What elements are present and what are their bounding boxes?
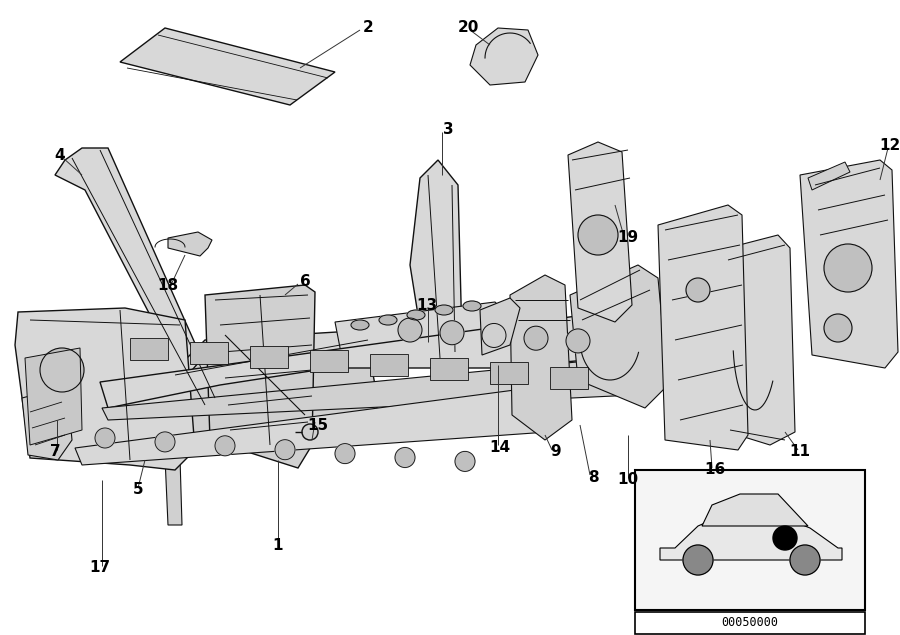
Text: 00050000: 00050000 xyxy=(722,617,778,629)
Text: 19: 19 xyxy=(617,231,639,246)
Polygon shape xyxy=(168,232,212,256)
Polygon shape xyxy=(22,388,72,460)
Ellipse shape xyxy=(435,305,453,315)
Polygon shape xyxy=(162,330,380,390)
Ellipse shape xyxy=(379,315,397,325)
Text: 4: 4 xyxy=(55,147,66,163)
Circle shape xyxy=(395,448,415,467)
Polygon shape xyxy=(470,28,538,85)
Polygon shape xyxy=(335,302,505,358)
Text: 18: 18 xyxy=(158,277,178,293)
Circle shape xyxy=(95,428,115,448)
Circle shape xyxy=(275,439,295,460)
Bar xyxy=(635,470,865,610)
Polygon shape xyxy=(800,160,898,368)
Polygon shape xyxy=(102,358,645,420)
Circle shape xyxy=(824,314,852,342)
Circle shape xyxy=(566,329,590,353)
Circle shape xyxy=(773,526,797,550)
Polygon shape xyxy=(15,308,195,470)
Text: 8: 8 xyxy=(588,471,598,486)
Polygon shape xyxy=(310,351,348,372)
Polygon shape xyxy=(720,235,795,445)
Polygon shape xyxy=(490,363,528,384)
Polygon shape xyxy=(658,205,748,450)
Circle shape xyxy=(824,244,872,292)
Circle shape xyxy=(215,436,235,456)
Polygon shape xyxy=(702,494,808,526)
Text: 5: 5 xyxy=(132,483,143,497)
Circle shape xyxy=(440,321,464,345)
Polygon shape xyxy=(25,348,82,445)
Polygon shape xyxy=(568,142,632,322)
Bar xyxy=(635,612,865,634)
Ellipse shape xyxy=(463,301,481,311)
Polygon shape xyxy=(370,354,408,377)
Polygon shape xyxy=(130,338,168,360)
Polygon shape xyxy=(205,285,315,468)
Text: 17: 17 xyxy=(89,561,111,575)
Text: 1: 1 xyxy=(273,537,284,552)
Text: 6: 6 xyxy=(300,274,310,290)
Circle shape xyxy=(683,545,713,575)
Text: 14: 14 xyxy=(490,441,510,455)
Polygon shape xyxy=(550,366,588,389)
Text: 20: 20 xyxy=(457,20,479,36)
Polygon shape xyxy=(162,390,182,525)
Text: 9: 9 xyxy=(551,444,562,460)
Polygon shape xyxy=(430,358,468,380)
Circle shape xyxy=(455,451,475,471)
Text: 3: 3 xyxy=(443,123,454,138)
Circle shape xyxy=(40,348,84,392)
Circle shape xyxy=(686,278,710,302)
Circle shape xyxy=(790,545,820,575)
Polygon shape xyxy=(510,275,572,440)
Circle shape xyxy=(482,323,506,347)
Ellipse shape xyxy=(351,320,369,330)
Polygon shape xyxy=(660,512,842,560)
Polygon shape xyxy=(250,346,288,368)
Circle shape xyxy=(302,424,318,440)
Text: 13: 13 xyxy=(417,298,437,312)
Circle shape xyxy=(335,444,355,464)
Polygon shape xyxy=(120,28,335,105)
Text: 7: 7 xyxy=(50,444,60,460)
Text: 12: 12 xyxy=(879,138,900,152)
Circle shape xyxy=(578,215,618,255)
Circle shape xyxy=(398,318,422,342)
Polygon shape xyxy=(808,162,850,190)
Text: 2: 2 xyxy=(363,20,374,36)
Circle shape xyxy=(524,326,548,350)
Polygon shape xyxy=(100,310,648,408)
Text: 10: 10 xyxy=(617,472,639,488)
Polygon shape xyxy=(410,160,462,360)
Text: 11: 11 xyxy=(789,444,811,460)
Circle shape xyxy=(155,432,175,452)
Ellipse shape xyxy=(407,310,425,320)
Polygon shape xyxy=(190,342,228,364)
Text: 16: 16 xyxy=(705,462,725,478)
Polygon shape xyxy=(55,148,218,415)
Polygon shape xyxy=(480,298,520,355)
Polygon shape xyxy=(160,340,392,435)
Polygon shape xyxy=(570,265,668,408)
Polygon shape xyxy=(75,388,560,465)
Text: 15: 15 xyxy=(308,417,328,432)
